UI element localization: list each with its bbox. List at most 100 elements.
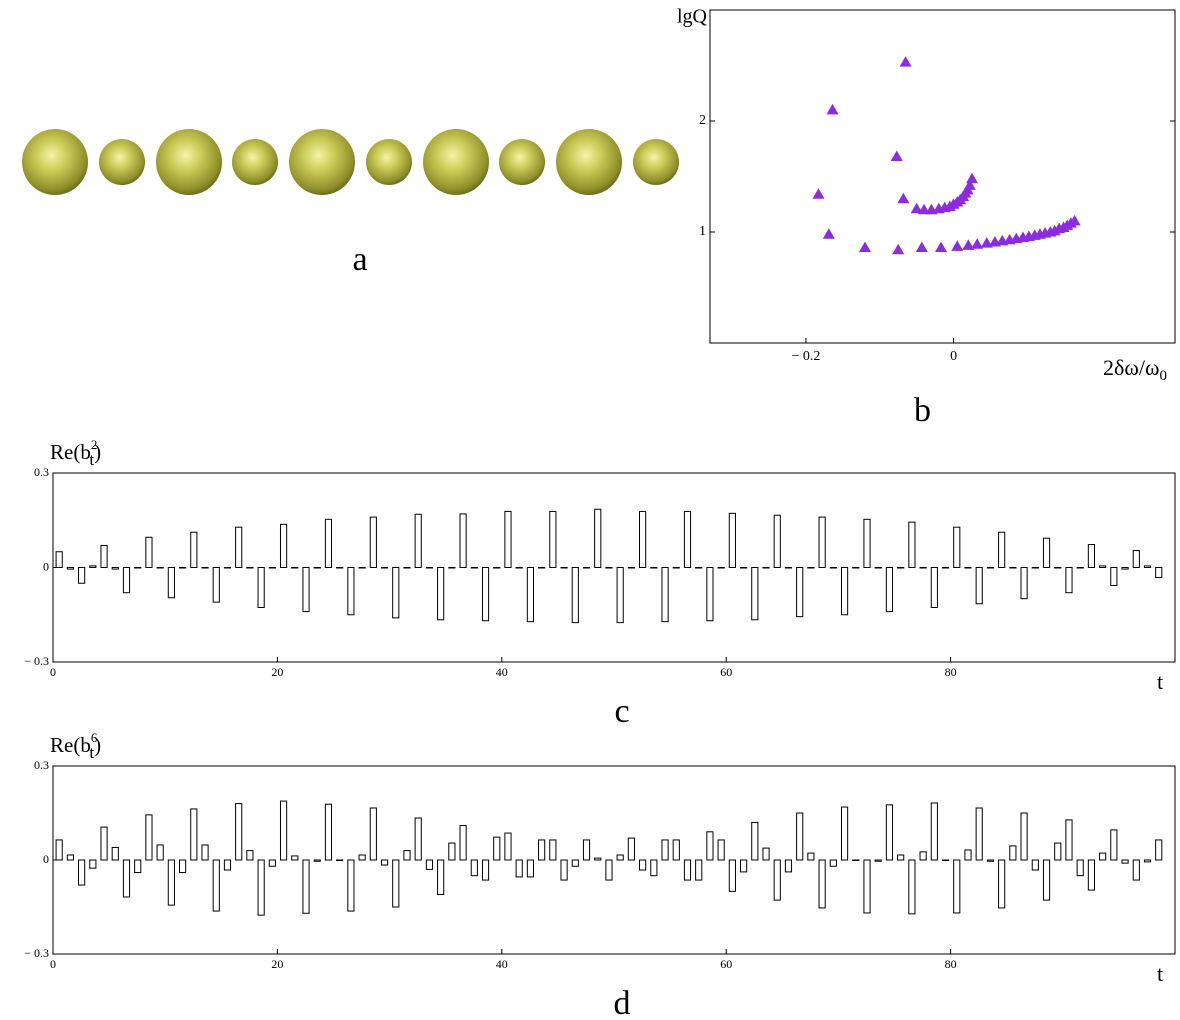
sphere <box>633 139 679 185</box>
x-tick-label: 40 <box>496 957 508 971</box>
x-tick-label: 0 <box>50 665 56 679</box>
bar <box>190 808 198 861</box>
bar <box>414 513 422 569</box>
x-tick-label: 80 <box>945 957 957 971</box>
bar <box>313 859 321 862</box>
bar <box>1110 829 1118 861</box>
bar <box>201 844 209 861</box>
bar <box>336 859 344 861</box>
bar <box>279 523 288 568</box>
bar <box>1009 567 1017 569</box>
y-axis-label: Re(b2 t) <box>50 437 101 469</box>
bar <box>493 836 501 861</box>
bar <box>953 859 961 914</box>
bar <box>930 567 938 609</box>
bar <box>201 567 209 569</box>
bar <box>515 859 523 878</box>
bar <box>582 839 591 861</box>
y-axis-label-sub: t <box>89 743 94 762</box>
bar <box>582 567 591 569</box>
x-tick-label: 0 <box>50 957 56 971</box>
bar <box>324 803 333 861</box>
bar <box>481 859 490 881</box>
bar <box>919 851 927 861</box>
bar <box>1155 567 1163 579</box>
bar <box>672 567 680 569</box>
bar <box>1031 859 1039 871</box>
bar <box>683 510 692 568</box>
bar <box>829 859 837 867</box>
bar <box>964 567 972 569</box>
bar <box>392 567 400 619</box>
bar <box>605 859 613 881</box>
bar <box>695 567 703 569</box>
x-tick-label: 0 <box>950 349 957 364</box>
bar <box>661 567 669 623</box>
bar <box>773 859 781 901</box>
bar <box>268 859 276 867</box>
marker <box>951 240 964 251</box>
bar <box>122 567 131 594</box>
bar <box>336 567 344 569</box>
marker <box>899 56 912 67</box>
bar <box>919 567 927 569</box>
bar <box>639 510 647 568</box>
bar <box>740 567 748 569</box>
bar <box>1121 859 1129 864</box>
bar <box>515 567 523 569</box>
bar <box>246 567 254 569</box>
bar <box>1121 567 1129 570</box>
bar <box>257 567 265 609</box>
x-axis-label: 2δω/ω0 <box>1103 355 1167 384</box>
bar <box>818 859 826 909</box>
y-axis-label-sub: t <box>89 450 94 469</box>
x-tick-label: 40 <box>496 665 508 679</box>
marker <box>966 172 979 184</box>
bar <box>145 814 153 861</box>
bar <box>986 859 995 862</box>
bar <box>784 567 793 569</box>
sphere <box>232 139 278 185</box>
y-axis-label-close: ) <box>94 733 101 757</box>
bar <box>897 567 905 569</box>
bar <box>1009 845 1017 861</box>
bar <box>728 512 736 569</box>
bar <box>953 526 961 568</box>
x-axis-label-sub: 0 <box>1159 368 1167 384</box>
bar <box>605 567 613 569</box>
bar <box>829 567 837 569</box>
plot-frame <box>52 765 1176 955</box>
bar <box>167 567 175 599</box>
bar <box>807 567 815 569</box>
bar <box>414 817 422 861</box>
marker <box>1068 214 1081 226</box>
bar <box>1031 567 1039 569</box>
bar <box>897 854 905 861</box>
bar <box>1065 819 1073 861</box>
bar <box>437 567 445 621</box>
bar <box>448 842 456 861</box>
bar <box>661 839 669 861</box>
bar <box>313 567 321 569</box>
bar <box>448 567 456 569</box>
x-axis-label: t <box>1157 961 1163 986</box>
bar <box>526 567 534 623</box>
sphere <box>22 129 88 195</box>
bar <box>425 859 434 870</box>
bar <box>930 802 938 861</box>
bar <box>998 859 1006 909</box>
bar <box>122 859 131 898</box>
bar <box>134 567 142 569</box>
bar <box>403 567 411 569</box>
marker <box>826 103 839 115</box>
bar <box>1087 859 1095 891</box>
bar <box>650 859 658 877</box>
y-axis-label: Re(b6 t) <box>50 730 101 762</box>
marker <box>910 202 923 214</box>
bar <box>156 567 164 569</box>
bar <box>358 567 366 569</box>
bar <box>302 567 310 613</box>
bar <box>1155 839 1163 861</box>
bar <box>66 567 74 570</box>
